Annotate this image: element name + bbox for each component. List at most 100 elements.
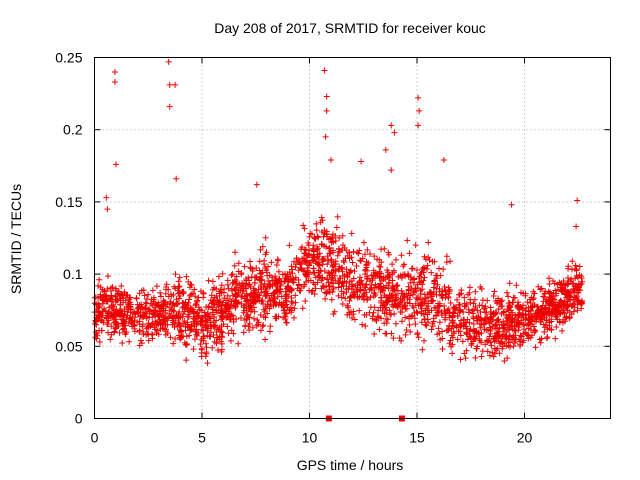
data-point xyxy=(378,246,385,253)
data-point xyxy=(578,305,585,312)
data-point xyxy=(302,257,309,264)
data-point xyxy=(339,300,346,307)
data-point xyxy=(224,277,231,284)
data-point xyxy=(454,336,461,343)
data-point xyxy=(96,327,103,334)
data-point xyxy=(285,284,292,291)
data-point xyxy=(198,336,205,343)
data-point xyxy=(567,301,574,308)
data-point xyxy=(490,335,497,342)
data-point xyxy=(461,294,468,301)
data-point xyxy=(425,303,432,310)
data-point xyxy=(579,278,586,285)
data-point xyxy=(202,324,209,331)
data-point xyxy=(502,336,509,343)
data-point xyxy=(256,267,263,274)
data-point xyxy=(290,275,297,282)
data-point xyxy=(216,292,223,299)
data-point xyxy=(243,315,250,322)
data-point xyxy=(383,299,390,306)
data-point xyxy=(228,298,235,305)
data-point xyxy=(198,315,205,322)
data-point xyxy=(463,347,470,354)
data-point xyxy=(389,261,396,268)
data-point xyxy=(416,107,423,114)
data-point xyxy=(218,314,225,321)
data-point xyxy=(292,264,299,271)
data-point xyxy=(441,283,448,290)
data-point xyxy=(326,283,333,290)
data-point xyxy=(449,341,456,348)
data-point xyxy=(389,298,396,305)
data-point xyxy=(263,267,270,274)
data-point xyxy=(325,269,332,276)
data-point xyxy=(455,291,462,298)
data-point xyxy=(315,261,322,268)
data-point xyxy=(373,317,380,324)
data-point xyxy=(453,324,460,331)
data-point xyxy=(406,321,413,328)
data-point xyxy=(257,270,264,277)
data-point xyxy=(296,287,303,294)
data-point xyxy=(136,328,143,335)
data-point xyxy=(388,167,395,174)
data-point xyxy=(387,311,394,318)
data-point xyxy=(303,252,310,259)
data-point xyxy=(241,302,248,309)
data-point xyxy=(112,285,119,292)
data-point xyxy=(207,297,214,304)
data-point xyxy=(527,326,534,333)
data-point xyxy=(193,320,200,327)
data-point xyxy=(449,313,456,320)
data-point xyxy=(365,259,372,266)
data-point xyxy=(563,291,570,298)
data-point xyxy=(348,230,355,237)
data-point xyxy=(186,296,193,303)
data-point xyxy=(455,328,462,335)
data-point xyxy=(97,291,104,298)
data-point xyxy=(274,283,281,290)
data-point xyxy=(215,347,222,354)
data-point xyxy=(400,263,407,270)
data-point xyxy=(240,329,247,336)
data-point xyxy=(520,310,527,317)
data-point xyxy=(246,303,253,310)
data-point xyxy=(551,280,558,287)
data-point xyxy=(219,270,226,277)
data-point xyxy=(368,282,375,289)
data-point xyxy=(281,278,288,285)
data-point xyxy=(480,317,487,324)
data-point xyxy=(549,311,556,318)
data-point xyxy=(143,300,150,307)
data-point xyxy=(431,280,438,287)
data-point xyxy=(157,304,164,311)
data-point xyxy=(147,308,154,315)
data-point xyxy=(187,281,194,288)
data-point xyxy=(232,276,239,283)
data-point xyxy=(437,336,444,343)
data-point xyxy=(445,306,452,313)
data-point xyxy=(538,285,545,292)
data-point xyxy=(111,328,118,335)
data-point xyxy=(259,243,266,250)
data-point xyxy=(268,259,275,266)
data-point xyxy=(202,353,209,360)
data-point xyxy=(516,306,523,313)
data-point xyxy=(404,237,411,244)
data-point xyxy=(527,321,534,328)
data-point xyxy=(557,286,564,293)
data-point xyxy=(349,259,356,266)
data-point xyxy=(337,275,344,282)
data-point xyxy=(181,317,188,324)
data-point xyxy=(166,304,173,311)
data-point xyxy=(445,295,452,302)
data-point xyxy=(396,335,403,342)
data-point xyxy=(108,331,115,338)
data-point xyxy=(566,314,573,321)
data-point xyxy=(446,322,453,329)
data-point xyxy=(511,339,518,346)
data-point xyxy=(339,242,346,249)
data-point xyxy=(111,68,118,75)
data-point xyxy=(243,297,250,304)
data-point xyxy=(145,337,152,344)
